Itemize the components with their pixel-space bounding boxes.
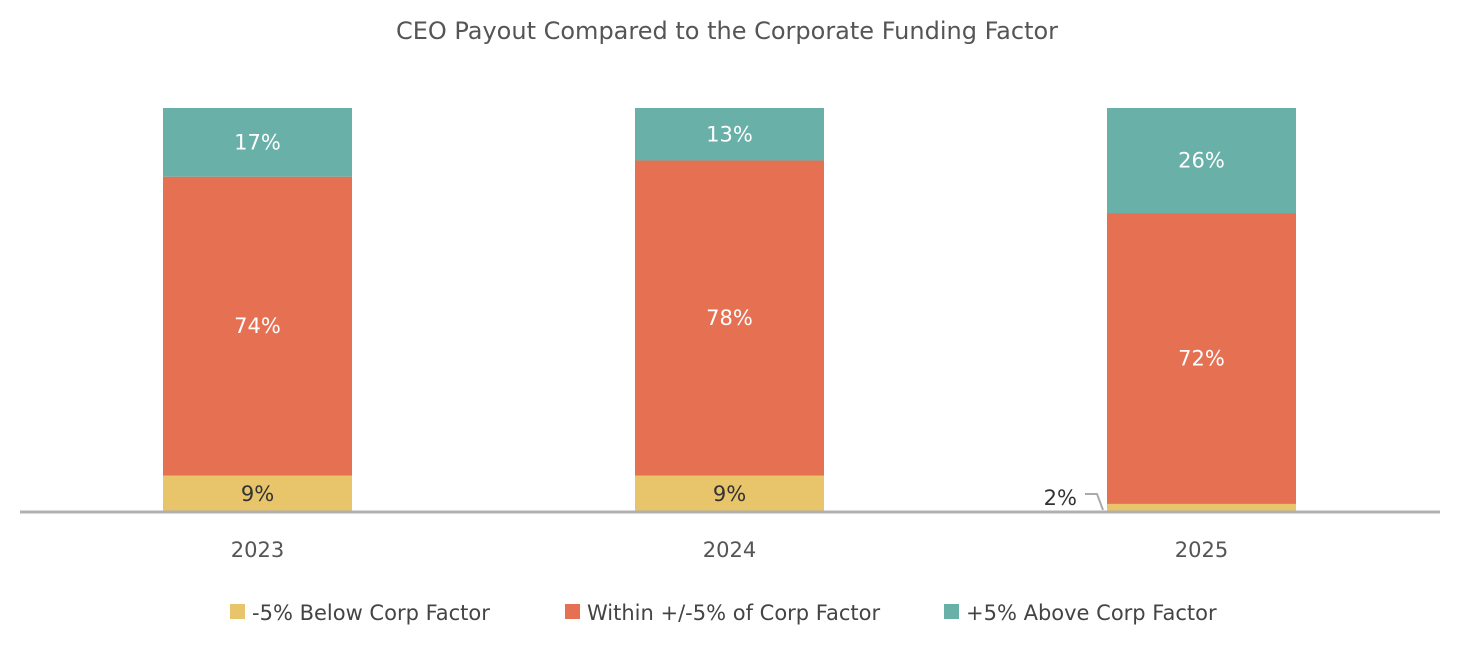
legend-label: Within +/-5% of Corp Factor <box>587 601 880 625</box>
data-label: 72% <box>1178 346 1225 370</box>
bar-segment-2024-0 <box>635 475 824 512</box>
data-label: 2% <box>1044 486 1077 510</box>
data-label: 9% <box>713 482 746 506</box>
x-tick-label: 2023 <box>231 538 284 562</box>
legend-swatch <box>230 604 245 619</box>
legend-label: +5% Above Corp Factor <box>966 601 1217 625</box>
bar-segment-2023-1 <box>163 176 352 476</box>
data-label: 74% <box>234 314 281 338</box>
bar-segment-2023-2 <box>163 108 352 177</box>
leader-line <box>1085 492 1104 511</box>
bar-segment-2024-2 <box>635 108 824 161</box>
bar-segment-2025-2 <box>1107 108 1296 214</box>
x-tick-label: 2025 <box>1175 538 1228 562</box>
bar-segment-2024-1 <box>635 160 824 476</box>
data-label: 17% <box>234 130 281 154</box>
data-label: 9% <box>241 482 274 506</box>
bar-segment-2025-1 <box>1107 213 1296 504</box>
legend-swatch <box>944 604 959 619</box>
legend-swatch <box>565 604 580 619</box>
data-label: 26% <box>1178 149 1225 173</box>
data-label: 13% <box>706 122 753 146</box>
chart-title: CEO Payout Compared to the Corporate Fun… <box>396 17 1058 45</box>
bar-segment-2025-0 <box>1107 503 1296 512</box>
data-label: 78% <box>706 306 753 330</box>
legend-label: -5% Below Corp Factor <box>252 601 490 625</box>
bar-segment-2023-0 <box>163 475 352 512</box>
x-tick-label: 2024 <box>703 538 756 562</box>
